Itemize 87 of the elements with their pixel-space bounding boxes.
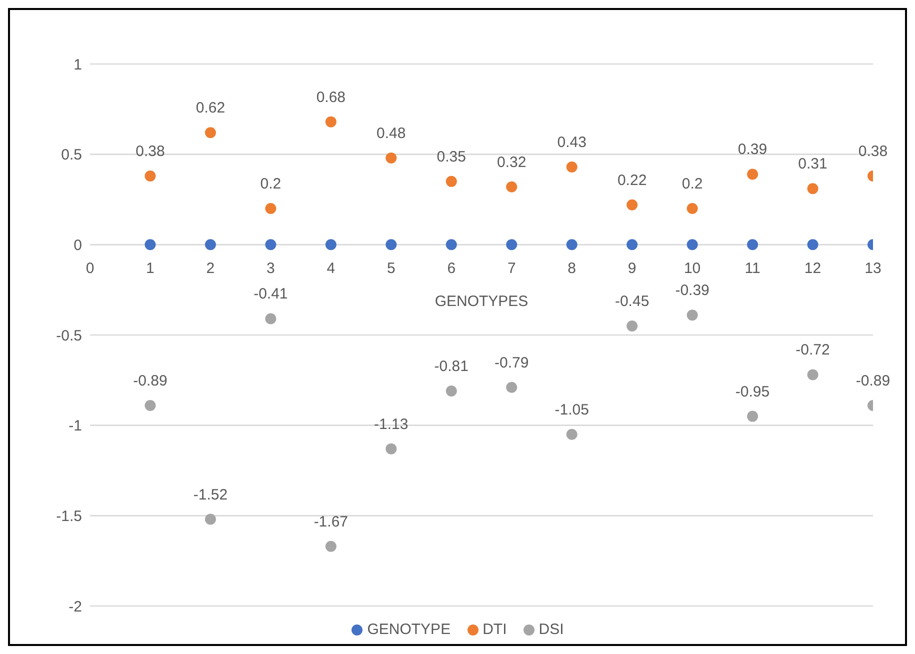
x-tick-label: 1 xyxy=(146,260,154,277)
legend-label: DSI xyxy=(538,621,564,638)
x-tick-label: 13 xyxy=(864,260,882,277)
data-label: -0.81 xyxy=(434,358,468,376)
y-tick-label: -1 xyxy=(68,418,82,435)
data-label: -0.72 xyxy=(796,342,830,359)
point xyxy=(265,203,276,214)
data-label: 0.32 xyxy=(497,154,526,171)
data-label: 0.38 xyxy=(858,143,888,160)
point xyxy=(386,239,397,250)
point xyxy=(446,176,457,187)
legend-label: GENOTYPE xyxy=(367,621,451,638)
point xyxy=(506,239,518,250)
y-tick-label: -0.5 xyxy=(56,327,82,344)
data-label: 0.22 xyxy=(617,172,647,189)
data-label: 0.2 xyxy=(260,176,282,193)
point xyxy=(144,239,156,250)
x-tick-label: 5 xyxy=(386,260,396,277)
data-label: -0.89 xyxy=(856,372,890,390)
x-tick-label: 3 xyxy=(266,260,275,277)
point xyxy=(144,400,156,411)
point xyxy=(204,514,216,525)
point xyxy=(265,239,276,250)
x-tick-label: 11 xyxy=(744,260,760,277)
point xyxy=(747,168,758,180)
data-label: 0.39 xyxy=(738,141,768,158)
legend-label: DTI xyxy=(482,621,507,638)
y-tick-label: 0.5 xyxy=(61,146,82,164)
data-label: 0.35 xyxy=(436,148,466,166)
y-tick-label: 0 xyxy=(74,236,82,254)
data-label: 0.43 xyxy=(557,134,586,151)
point xyxy=(686,310,698,321)
point xyxy=(686,239,698,250)
point xyxy=(626,239,638,250)
data-label: 0.38 xyxy=(136,143,165,160)
data-label: -1.67 xyxy=(314,513,348,530)
point xyxy=(626,320,638,332)
point xyxy=(386,152,397,164)
point xyxy=(807,369,818,380)
point xyxy=(204,239,216,250)
y-tick-label: -1.5 xyxy=(56,508,82,525)
x-tick-label: 12 xyxy=(804,260,822,277)
data-label: -1.05 xyxy=(554,401,589,418)
x-tick-label: 4 xyxy=(326,260,336,277)
point xyxy=(807,183,818,194)
point xyxy=(204,127,216,138)
point xyxy=(506,181,518,192)
data-label: -0.89 xyxy=(133,372,168,390)
point xyxy=(325,239,336,250)
point xyxy=(747,239,758,250)
point xyxy=(807,239,818,250)
point xyxy=(686,203,698,214)
point xyxy=(265,313,276,324)
point xyxy=(626,199,638,210)
x-tick-label: 10 xyxy=(684,260,701,277)
data-label: -0.95 xyxy=(735,383,770,400)
point xyxy=(566,428,578,440)
data-label: -0.39 xyxy=(675,282,710,300)
data-label: 0.2 xyxy=(682,176,703,193)
data-label: 0.48 xyxy=(376,124,406,142)
y-tick-label: 1 xyxy=(74,56,82,74)
x-tick-label: 0 xyxy=(86,260,94,277)
data-label: 0.31 xyxy=(798,156,828,173)
x-tick-label: 2 xyxy=(206,260,215,277)
data-label: -0.45 xyxy=(614,292,650,310)
x-tick-label: 6 xyxy=(447,260,456,277)
point xyxy=(506,382,518,393)
data-label: -0.41 xyxy=(254,286,288,303)
point xyxy=(446,239,457,250)
x-tick-label: 7 xyxy=(507,260,516,277)
point xyxy=(325,116,336,128)
data-label: -1.13 xyxy=(374,416,408,433)
point xyxy=(325,540,336,552)
y-tick-label: -2 xyxy=(68,598,82,616)
point xyxy=(566,161,578,172)
point xyxy=(747,410,758,422)
data-label: 0.62 xyxy=(196,100,226,117)
point xyxy=(566,239,578,250)
point xyxy=(386,443,397,454)
data-label: -0.79 xyxy=(494,354,529,372)
x-tick-label: 9 xyxy=(628,260,636,277)
data-label: -1.52 xyxy=(193,486,228,504)
point xyxy=(446,386,457,397)
point xyxy=(144,170,156,182)
x-axis-title: GENOTYPES xyxy=(434,293,528,310)
x-tick-label: 8 xyxy=(568,260,576,277)
data-label: 0.68 xyxy=(316,88,346,106)
